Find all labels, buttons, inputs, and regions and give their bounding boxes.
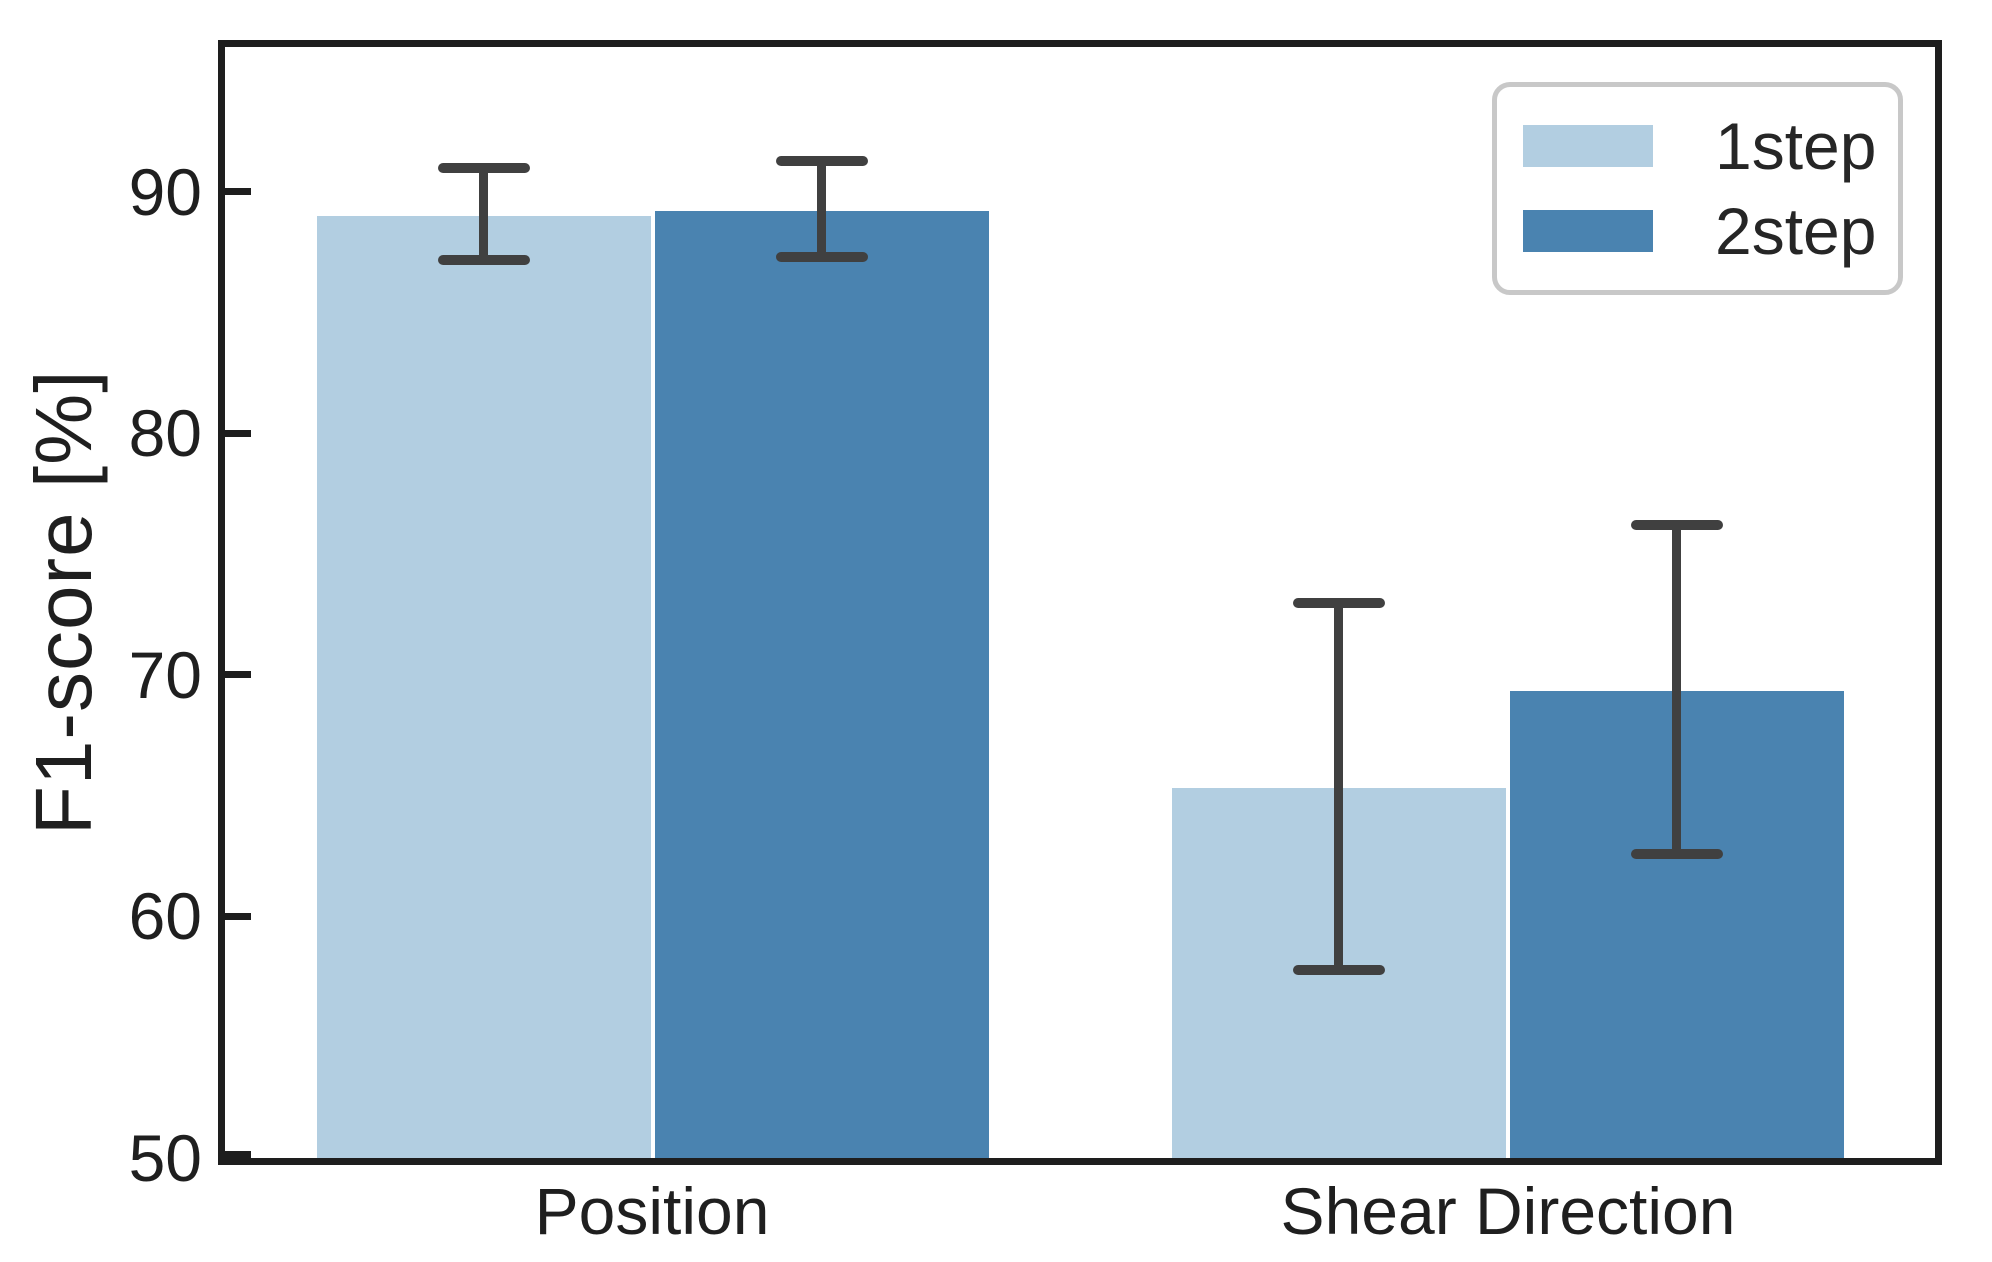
- error-bar-stem: [1672, 525, 1681, 854]
- error-bar-cap: [437, 254, 530, 265]
- y-tick-label: 50: [128, 1121, 202, 1195]
- x-tick-label-shear-direction: Shear Direction: [1280, 1174, 1736, 1248]
- x-tick-label-position: Position: [534, 1174, 770, 1248]
- y-tick-label: 70: [128, 637, 202, 712]
- error-bar-cap: [1630, 848, 1723, 859]
- error-bar-stem: [817, 160, 826, 258]
- error-bar-cap: [775, 155, 868, 166]
- legend-swatch-1step: [1523, 124, 1653, 167]
- error-bar-cap: [1292, 964, 1385, 975]
- error-bar-cap: [1630, 520, 1723, 531]
- bar-1step-position: [314, 213, 653, 1158]
- y-tick-mark: [225, 912, 251, 920]
- legend-item-2step: 2step: [1523, 198, 1898, 264]
- legend-swatch-2step: [1523, 210, 1653, 253]
- error-bar-cap: [437, 162, 530, 173]
- legend-label-2step: 2step: [1715, 194, 1877, 269]
- legend-item-1step: 1step: [1523, 113, 1898, 179]
- error-bar-stem: [1334, 602, 1343, 970]
- y-tick-mark: [225, 1151, 251, 1158]
- y-tick-label: 80: [128, 396, 202, 471]
- bar-2step-position: [652, 208, 991, 1158]
- y-tick-label: 60: [128, 879, 202, 954]
- legend: 1step 2step: [1492, 82, 1903, 295]
- y-tick-mark: [225, 429, 251, 437]
- y-tick-mark: [225, 188, 251, 196]
- y-tick-label: 90: [128, 154, 202, 229]
- error-bar-stem: [479, 167, 488, 260]
- plot-area: [225, 47, 1935, 1158]
- y-tick-mark: [225, 671, 251, 679]
- error-bar-cap: [1292, 597, 1385, 608]
- legend-label-1step: 1step: [1715, 108, 1877, 183]
- error-bar-cap: [775, 252, 868, 263]
